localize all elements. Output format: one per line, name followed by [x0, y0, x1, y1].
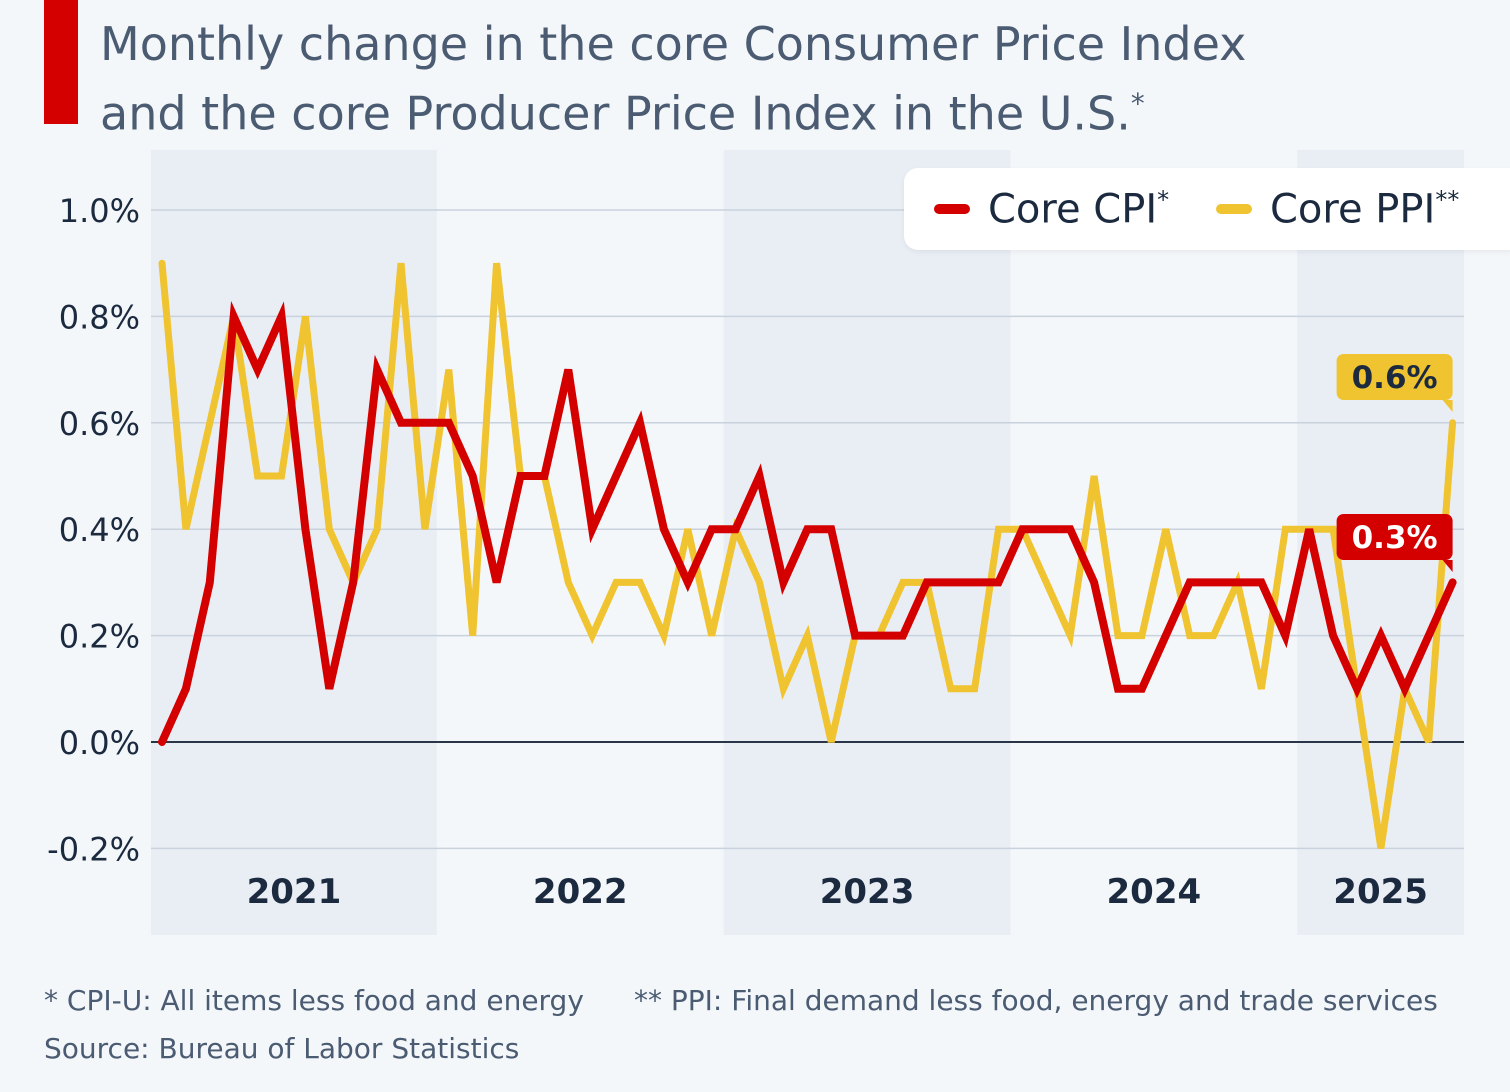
title-asterisk: * [1130, 87, 1145, 120]
y-tick-label: 0.8% [59, 298, 140, 336]
legend-item-core-ppi: Core PPI** [1216, 168, 1459, 250]
chart-title: Monthly change in the core Consumer Pric… [100, 14, 1400, 143]
footnote-ppi: ** PPI: Final demand less food, energy a… [634, 984, 1438, 1017]
legend-label-core-cpi: Core CPI* [988, 186, 1169, 232]
legend-item-core-cpi: Core CPI* [934, 168, 1169, 250]
title-line-2: and the core Producer Price Index in the… [100, 74, 1400, 143]
legend-swatch-core-cpi [934, 204, 970, 214]
y-tick-label: 0.2% [59, 618, 140, 656]
core-cpi-line [158, 300, 1457, 746]
x-year-label: 2024 [1107, 872, 1202, 912]
title-line-1: Monthly change in the core Consumer Pric… [100, 17, 1247, 71]
end-label-core-ppi-box [1336, 354, 1453, 400]
x-year-label: 2021 [247, 872, 342, 912]
end-label-core-cpi-text: 0.3% [1352, 520, 1438, 556]
end-label-core-cpi-box [1336, 514, 1453, 560]
end-label-core-ppi: 0.6% [1336, 354, 1453, 412]
legend-label-core-ppi-mark: ** [1435, 185, 1460, 214]
legend: Core CPI* Core PPI** [904, 168, 1510, 250]
year-band-2021 [151, 150, 437, 935]
legend-label-core-ppi-text: Core PPI [1270, 186, 1436, 233]
x-year-label: 2025 [1333, 872, 1428, 912]
line-chart: 1.0% 0.8% 0.6% 0.4% 0.2% 0.0% -0.2% 2021 2022 202… [47, 150, 1464, 935]
year-band-2023 [723, 150, 1011, 935]
end-label-core-cpi: 0.3% [1336, 514, 1453, 572]
y-tick-label: 0.6% [59, 405, 140, 443]
y-tick-label: -0.2% [47, 830, 140, 868]
y-tick-label: 0.4% [59, 511, 140, 549]
x-year-label: 2023 [820, 872, 915, 912]
y-tick-label: 0.0% [59, 724, 140, 762]
legend-label-core-ppi: Core PPI** [1270, 186, 1459, 232]
title-line-2-text: and the core Producer Price Index in the… [100, 86, 1131, 141]
accent-bar [44, 0, 78, 124]
legend-label-core-cpi-mark: * [1157, 185, 1170, 214]
footnote-cpi: * CPI-U: All items less food and energy [44, 984, 584, 1017]
end-label-core-ppi-pointer [1442, 400, 1453, 412]
source-note: Source: Bureau of Labor Statistics [44, 1032, 520, 1065]
end-label-core-cpi-pointer [1442, 560, 1453, 572]
end-label-core-ppi-text: 0.6% [1352, 360, 1438, 396]
legend-swatch-core-ppi [1216, 204, 1252, 214]
x-year-label: 2022 [533, 872, 628, 912]
y-tick-label: 1.0% [59, 192, 140, 230]
legend-label-core-cpi-text: Core CPI [988, 186, 1158, 233]
